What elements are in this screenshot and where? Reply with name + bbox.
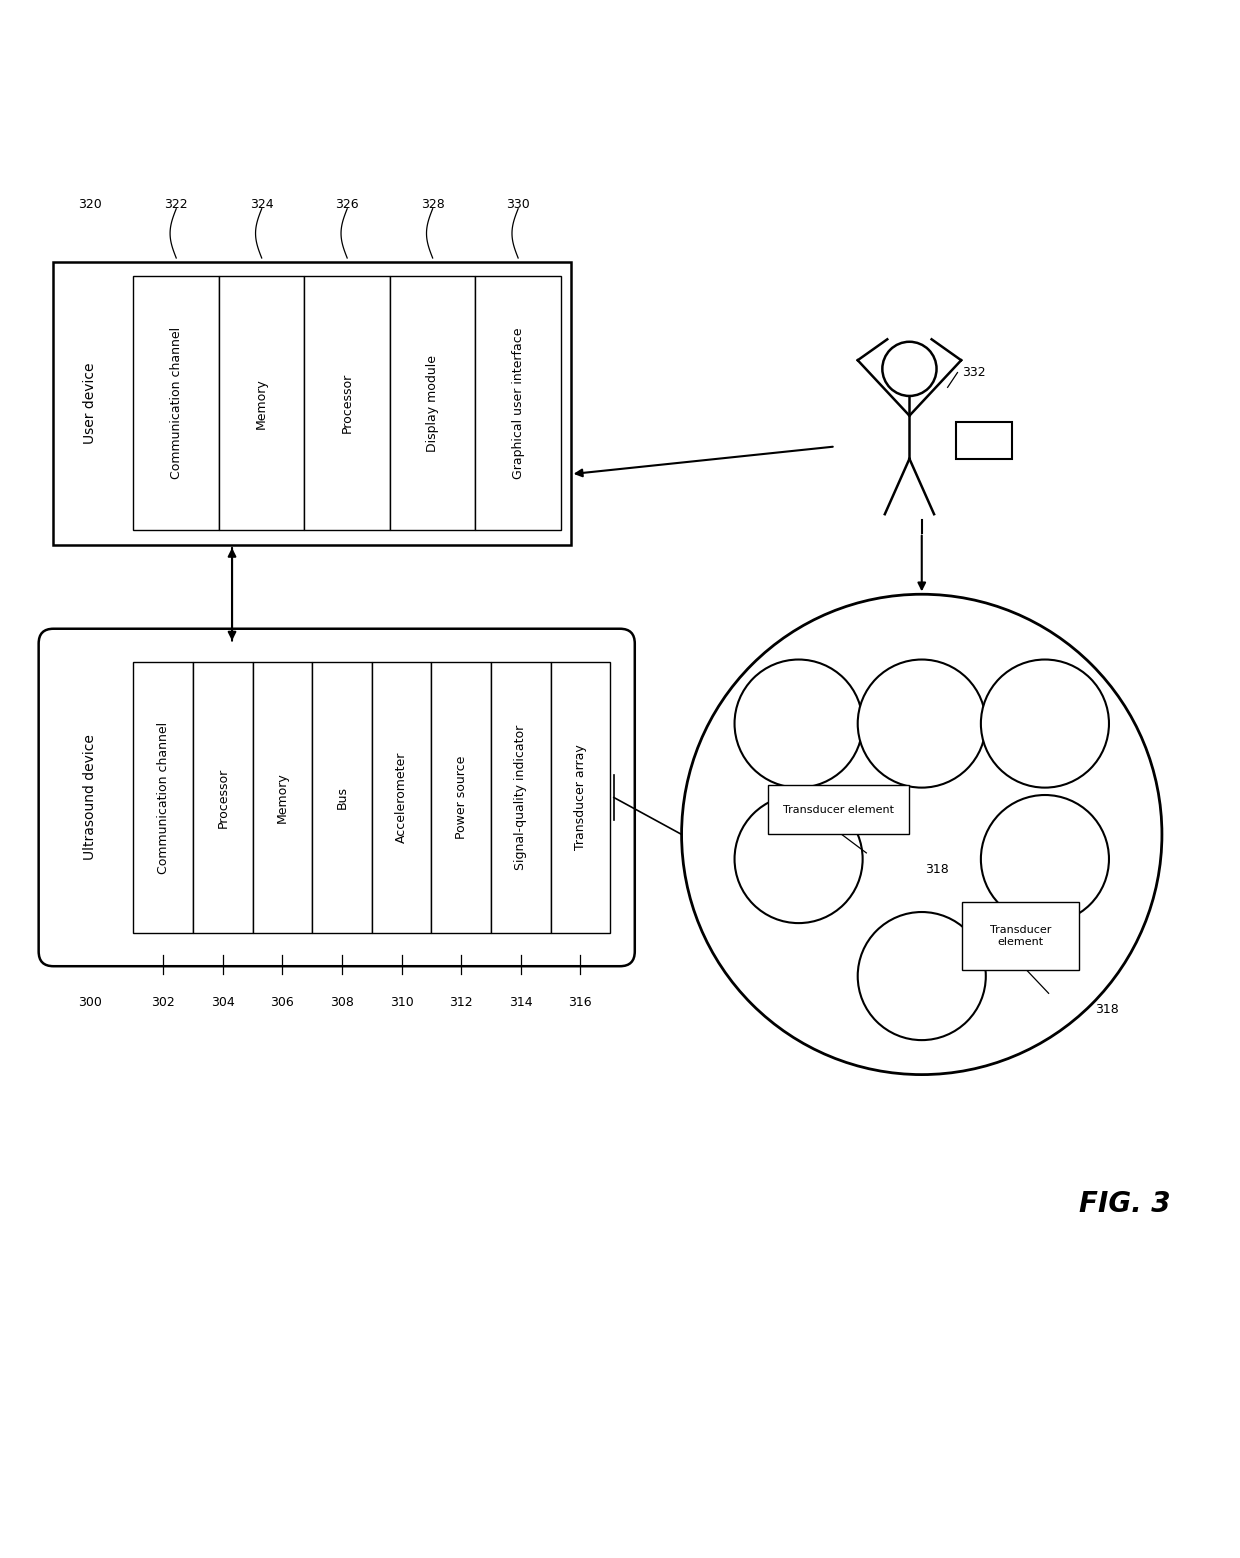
Bar xyxy=(134,276,219,530)
Text: 332: 332 xyxy=(962,366,986,379)
Text: 312: 312 xyxy=(449,996,472,1008)
Bar xyxy=(312,662,372,933)
Text: 318: 318 xyxy=(925,863,949,876)
Bar xyxy=(193,662,253,933)
Circle shape xyxy=(981,795,1109,922)
Bar xyxy=(134,662,193,933)
Text: Display module: Display module xyxy=(427,355,439,452)
Bar xyxy=(475,276,560,530)
Text: Transducer element: Transducer element xyxy=(784,805,894,815)
Circle shape xyxy=(682,594,1162,1075)
FancyBboxPatch shape xyxy=(38,629,635,966)
Bar xyxy=(432,662,491,933)
Text: 318: 318 xyxy=(1095,1003,1120,1016)
Text: Transducer
element: Transducer element xyxy=(991,925,1052,947)
Text: Memory: Memory xyxy=(255,379,268,428)
Text: 320: 320 xyxy=(78,198,102,210)
Bar xyxy=(768,785,909,835)
Text: User device: User device xyxy=(83,363,98,444)
Text: 300: 300 xyxy=(78,996,103,1008)
Text: 330: 330 xyxy=(506,198,529,210)
Circle shape xyxy=(734,659,863,788)
Bar xyxy=(219,276,305,530)
Text: Accelerometer: Accelerometer xyxy=(396,753,408,843)
Text: 314: 314 xyxy=(508,996,533,1008)
Text: FIG. 3: FIG. 3 xyxy=(1079,1190,1171,1218)
Bar xyxy=(253,662,312,933)
Circle shape xyxy=(858,659,986,788)
Text: 302: 302 xyxy=(151,996,175,1008)
Text: 308: 308 xyxy=(330,996,353,1008)
Text: Processor: Processor xyxy=(216,768,229,827)
Text: 328: 328 xyxy=(420,198,444,210)
Circle shape xyxy=(734,795,863,922)
Text: Processor: Processor xyxy=(341,374,353,433)
Bar xyxy=(305,276,389,530)
Circle shape xyxy=(981,659,1109,788)
Text: Bus: Bus xyxy=(336,785,348,809)
Bar xyxy=(962,902,1079,971)
Text: 316: 316 xyxy=(569,996,593,1008)
Circle shape xyxy=(858,911,986,1041)
Text: Graphical user interface: Graphical user interface xyxy=(512,327,525,480)
Bar xyxy=(372,662,432,933)
Text: Communication channel: Communication channel xyxy=(156,721,170,874)
Text: 326: 326 xyxy=(335,198,360,210)
Text: 310: 310 xyxy=(389,996,413,1008)
Text: 324: 324 xyxy=(250,198,274,210)
Text: 322: 322 xyxy=(165,198,188,210)
Text: Communication channel: Communication channel xyxy=(170,327,182,480)
Circle shape xyxy=(883,341,936,396)
Bar xyxy=(389,276,475,530)
Text: 306: 306 xyxy=(270,996,294,1008)
Text: Memory: Memory xyxy=(277,773,289,823)
Text: Transducer array: Transducer array xyxy=(574,745,587,851)
Text: 304: 304 xyxy=(211,996,234,1008)
Bar xyxy=(491,662,551,933)
Text: Signal-quality indicator: Signal-quality indicator xyxy=(515,724,527,869)
Bar xyxy=(53,262,570,545)
Bar xyxy=(956,422,1012,458)
Bar xyxy=(551,662,610,933)
Text: Ultrasound device: Ultrasound device xyxy=(83,734,98,860)
Text: Power source: Power source xyxy=(455,756,467,840)
